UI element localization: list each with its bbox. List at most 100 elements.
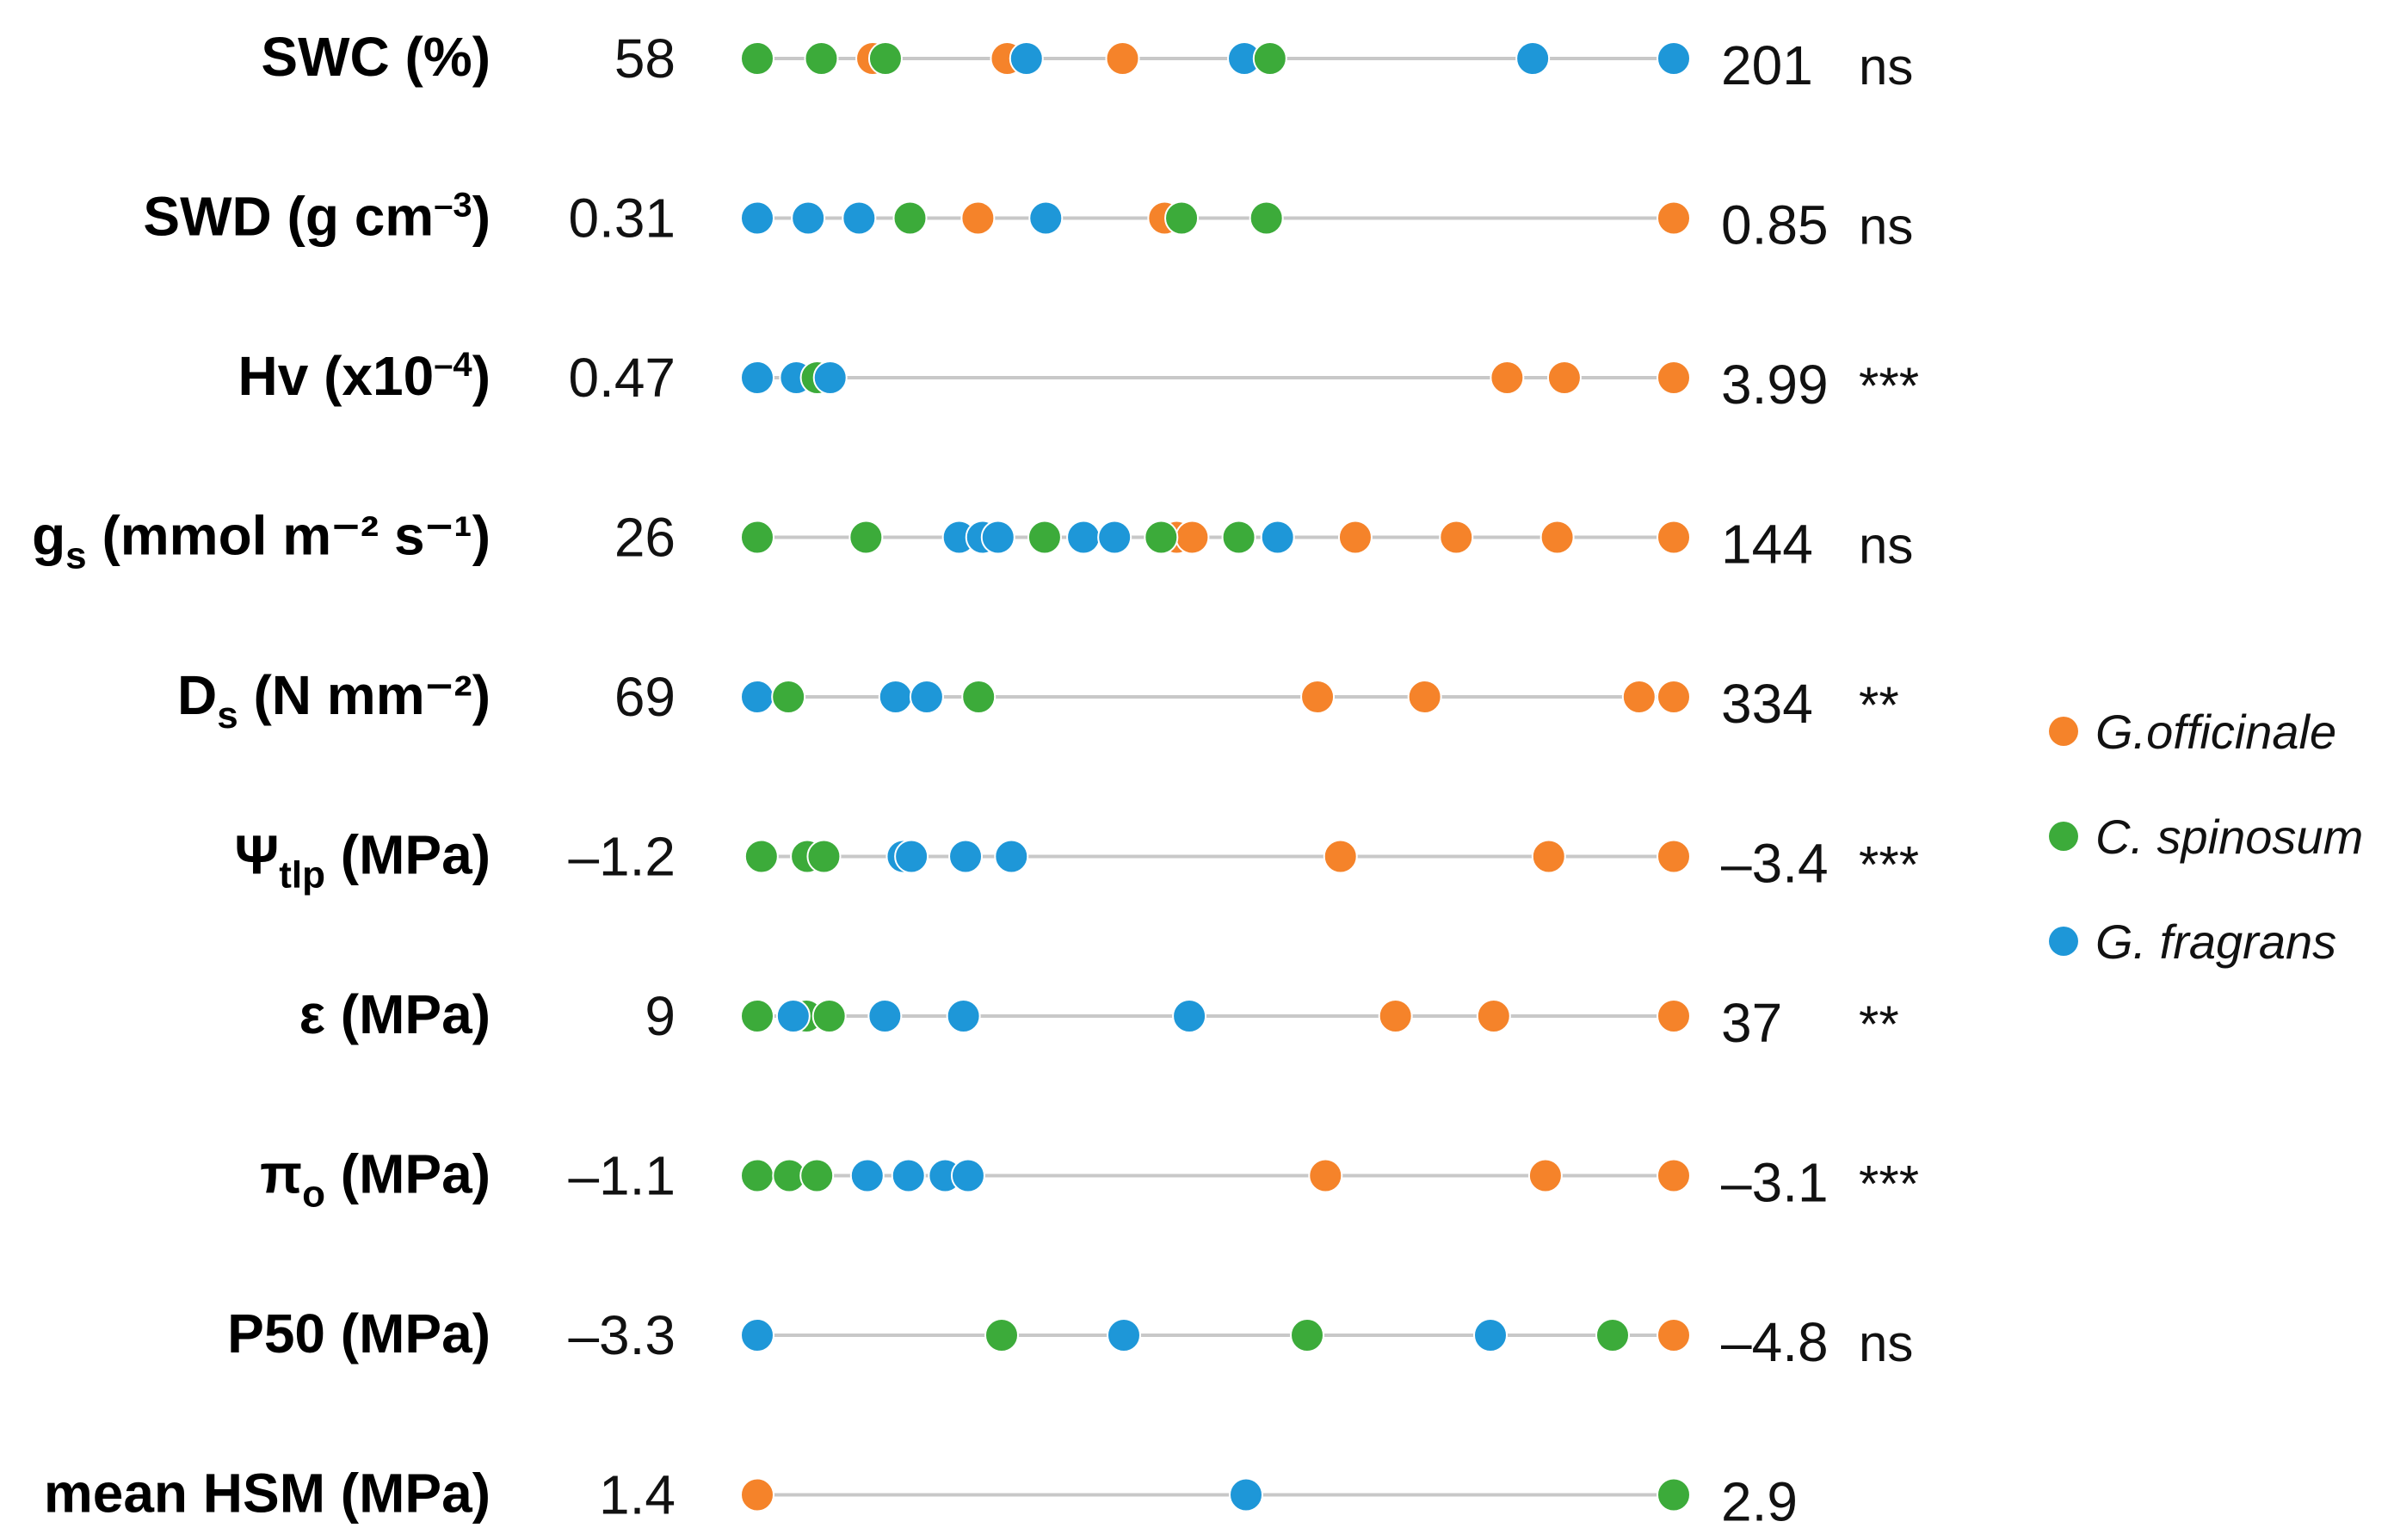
data-point: [1009, 41, 1044, 76]
data-point: [1657, 360, 1691, 395]
data-point: [1595, 1318, 1630, 1352]
min-value-label: 0.31: [568, 188, 676, 249]
significance-label: **: [1859, 676, 1899, 734]
data-point: [994, 839, 1029, 874]
trait-label: Ψtlp (MPa): [234, 824, 491, 896]
data-point: [740, 520, 774, 555]
legend: G.officinale C. spinosum G. fragrans: [2049, 705, 2363, 969]
max-value-label: –3.1: [1721, 1152, 1829, 1214]
trait-label-unit: (MPa): [325, 1143, 491, 1205]
data-point: [1657, 999, 1691, 1033]
data-point: [740, 1318, 774, 1352]
data-point: [1490, 360, 1525, 395]
data-point: [799, 1158, 835, 1193]
trait-label-main: g: [32, 505, 65, 567]
data-point: [1657, 680, 1691, 714]
trait-label-main: SWD (g cm: [143, 186, 434, 248]
data-point: [867, 999, 903, 1033]
trait-label-unit: (N mm⁻²): [238, 664, 491, 726]
data-point: [1539, 520, 1575, 555]
trait-label-unit: (mmol m⁻² s⁻¹): [87, 505, 491, 567]
data-point: [849, 1158, 885, 1193]
data-point: [948, 839, 984, 874]
max-value-label: 0.85: [1721, 194, 1829, 256]
trait-label: Hv (x10–4): [238, 345, 491, 407]
min-value-label: –3.3: [568, 1304, 676, 1366]
trait-label-subscript: o: [302, 1173, 325, 1216]
trait-label: P50 (MPa): [227, 1303, 491, 1364]
trait-row: Ds (N mm⁻²) 69 334 **: [177, 664, 1899, 736]
significance-label: ***: [1859, 1155, 1919, 1213]
data-point: [1378, 999, 1413, 1033]
trait-label-unit: (MPa): [325, 824, 491, 886]
data-point: [740, 680, 774, 714]
data-point: [1260, 520, 1295, 555]
data-point: [894, 839, 929, 874]
trait-label: Ds (N mm⁻²): [177, 664, 491, 736]
trait-label-main: ε (MPa): [299, 983, 491, 1045]
trait-label: gs (mmol m⁻² s⁻¹): [32, 505, 491, 577]
data-point: [1657, 41, 1691, 76]
data-point: [1027, 520, 1062, 555]
data-point: [1531, 839, 1566, 874]
trait-label-main: Hv (x10: [238, 345, 435, 407]
data-point: [1107, 1318, 1141, 1352]
data-point: [1657, 1158, 1691, 1193]
min-value-label: 0.47: [568, 347, 676, 409]
trait-label-main: π: [260, 1143, 302, 1205]
data-point: [1546, 360, 1582, 395]
data-point: [1229, 1477, 1263, 1512]
data-point: [1657, 200, 1691, 236]
min-value-label: –1.1: [568, 1145, 676, 1207]
legend-label: G. fragrans: [2095, 915, 2336, 969]
trait-row: P50 (MPa) –3.3 –4.8 ns: [227, 1303, 1913, 1373]
data-point: [804, 41, 839, 76]
significance-label: ns: [1859, 198, 1913, 256]
trait-row: mean HSM (MPa) 1.4 2.9: [44, 1463, 1798, 1533]
trait-row: SWD (g cm–3) 0.31 0.85 ns: [143, 186, 1913, 256]
significance-label: ns: [1859, 517, 1913, 575]
legend-label: C. spinosum: [2095, 810, 2363, 864]
data-point: [1028, 200, 1064, 236]
data-point: [842, 200, 877, 236]
trait-label-subscript: tlp: [279, 854, 325, 896]
trait-label-main: D: [177, 664, 217, 726]
data-point: [1657, 520, 1691, 555]
max-value-label: 334: [1721, 673, 1813, 735]
data-point: [740, 41, 774, 76]
data-point: [1439, 520, 1474, 555]
data-point: [1097, 520, 1132, 555]
data-point: [1657, 839, 1691, 874]
data-point: [1249, 200, 1284, 236]
trait-row: Hv (x10–4) 0.47 3.99 ***: [238, 345, 1920, 416]
data-point: [1290, 1318, 1324, 1352]
data-point: [1515, 41, 1551, 76]
data-point: [891, 1158, 926, 1193]
data-point: [867, 41, 903, 76]
data-point: [946, 999, 981, 1033]
significance-label: ns: [1859, 1315, 1913, 1372]
data-point: [1476, 999, 1511, 1033]
max-value-label: 2.9: [1721, 1471, 1798, 1533]
data-point: [1221, 520, 1256, 555]
data-point: [1105, 41, 1140, 76]
legend-label: G.officinale: [2095, 705, 2336, 759]
trait-label-superscript: –3: [434, 187, 472, 225]
max-value-label: 3.99: [1721, 354, 1829, 416]
data-point: [950, 1158, 985, 1193]
data-point: [1407, 680, 1442, 714]
trait-label-main: Ψ: [234, 824, 279, 886]
trait-label-unit: ): [472, 186, 491, 248]
data-point: [980, 520, 1015, 555]
trait-label-main: SWC (%): [261, 26, 491, 88]
data-point: [878, 680, 913, 714]
significance-label: ***: [1859, 836, 1919, 894]
data-point: [1308, 1158, 1343, 1193]
trait-label: ε (MPa): [299, 983, 491, 1045]
data-point: [740, 360, 774, 395]
data-point: [775, 999, 811, 1033]
data-point: [1337, 520, 1373, 555]
data-point: [771, 680, 806, 714]
significance-label: ***: [1859, 357, 1919, 415]
